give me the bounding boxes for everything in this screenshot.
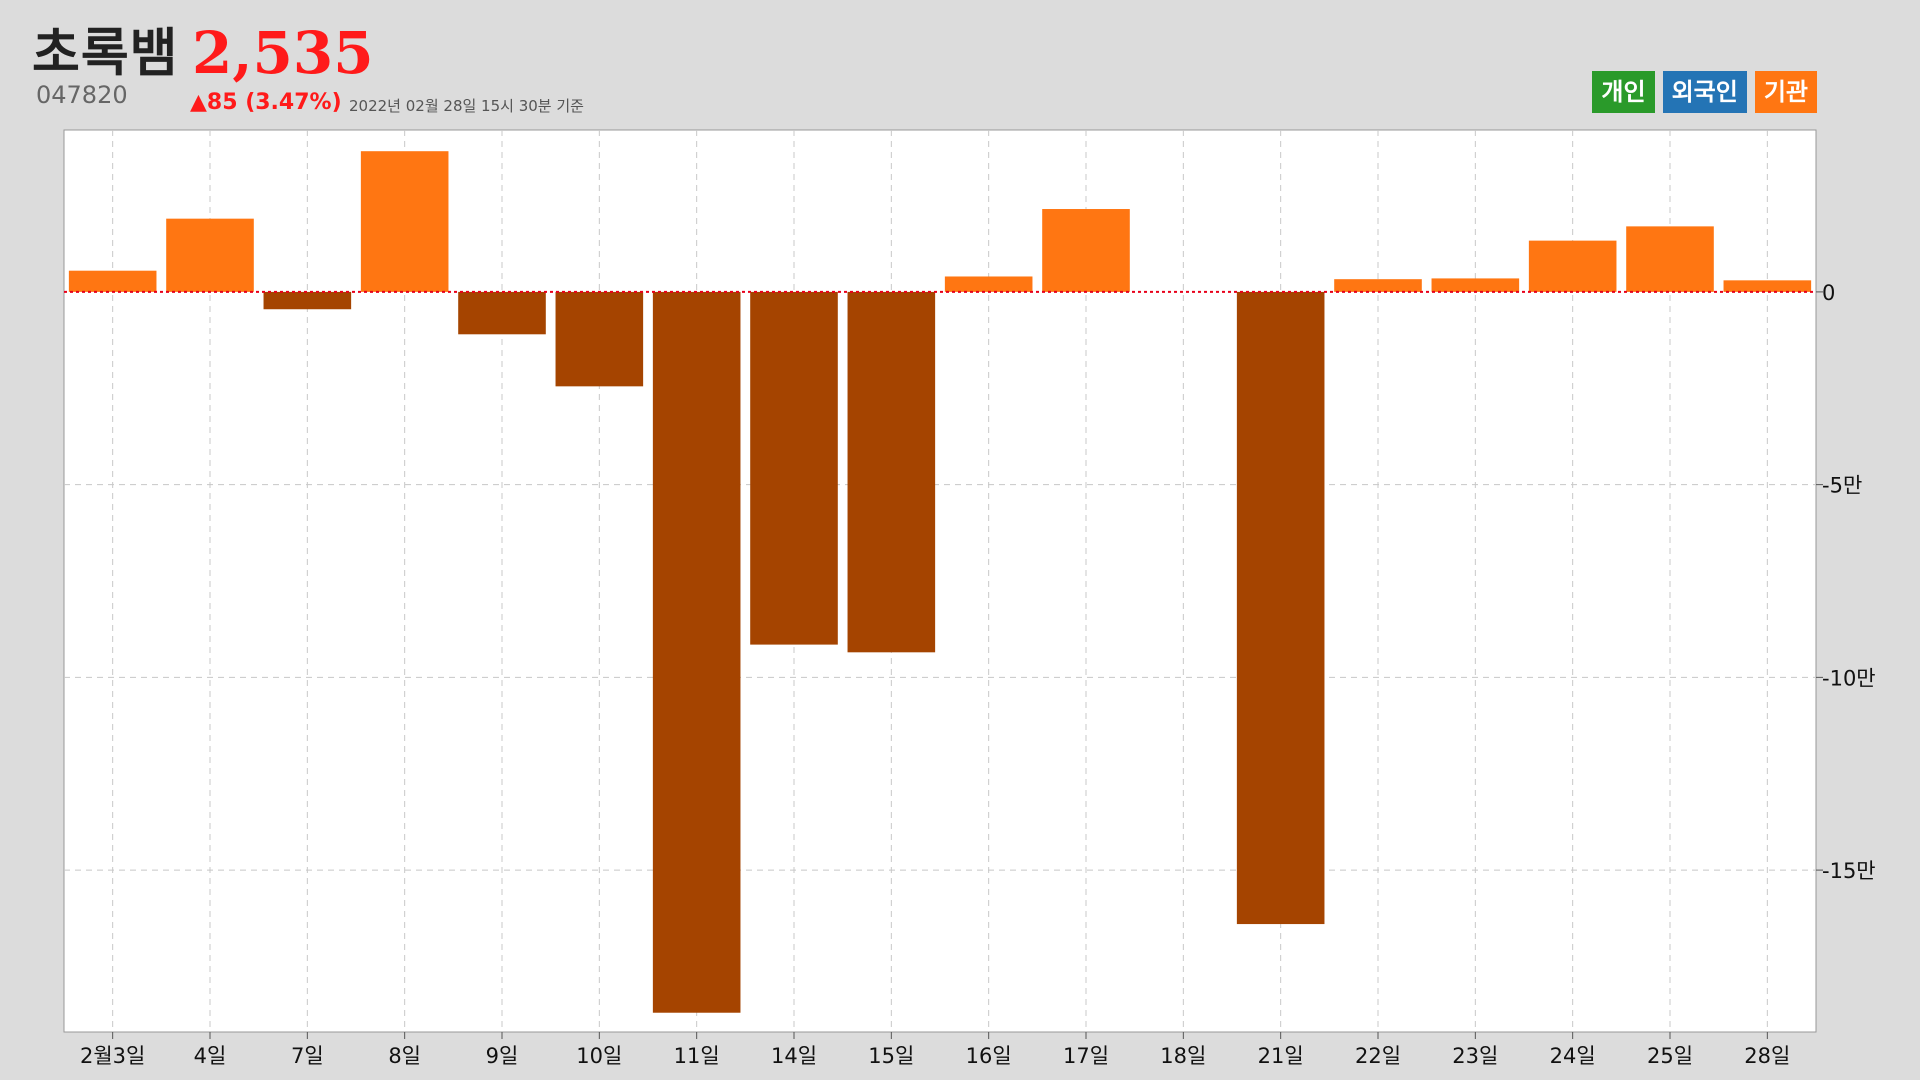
bar-23일 — [1431, 278, 1520, 292]
stock-code: 047820 — [36, 81, 128, 109]
bar-15일 — [847, 291, 936, 653]
x-tick-label: 17일 — [1063, 1044, 1109, 1068]
bar-8일 — [360, 151, 449, 292]
x-tick-label: 14일 — [771, 1044, 817, 1068]
x-tick-label: 24일 — [1550, 1044, 1596, 1068]
chart-header: 초록뱀 2,535 047820 ▲85 (3.47%) 2022년 02월 2… — [0, 0, 1920, 125]
legend-foreign[interactable]: 외국인 — [1662, 71, 1747, 113]
as-of-timestamp: 2022년 02월 28일 15시 30분 기준 — [349, 97, 584, 115]
x-tick-label: 11일 — [674, 1044, 720, 1068]
bar-24일 — [1528, 240, 1617, 292]
y-tick-label: -5만 — [1822, 474, 1862, 498]
x-tick-label: 15일 — [868, 1044, 914, 1068]
plot-area — [63, 129, 1817, 1033]
bar-16일 — [944, 276, 1033, 292]
legend: 개인 외국인 기관 — [1592, 71, 1817, 113]
bar-7일 — [263, 291, 352, 310]
x-tick-label: 22일 — [1355, 1044, 1401, 1068]
bar-4일 — [166, 218, 254, 292]
x-tick-label: 2월3일 — [80, 1044, 145, 1068]
x-tick-label: 9일 — [486, 1044, 519, 1068]
x-tick-label: 23일 — [1452, 1044, 1498, 1068]
current-price: 2,535 — [192, 19, 374, 87]
x-tick-label: 21일 — [1258, 1044, 1304, 1068]
stock-name: 초록뱀 — [32, 24, 179, 84]
bar-9일 — [458, 291, 546, 335]
y-tick-label: -15만 — [1822, 859, 1876, 883]
x-tick-label: 16일 — [966, 1044, 1012, 1068]
x-tick-label: 28일 — [1744, 1044, 1790, 1068]
bar-14일 — [750, 291, 838, 645]
bar-28일 — [1723, 280, 1812, 292]
bar-25일 — [1626, 226, 1714, 292]
x-tick-label: 18일 — [1160, 1044, 1206, 1068]
bar-10일 — [555, 291, 644, 387]
bar-21일 — [1236, 291, 1325, 925]
x-tick-label: 8일 — [388, 1044, 421, 1068]
bar-22일 — [1334, 279, 1422, 292]
legend-individual[interactable]: 개인 — [1592, 71, 1655, 113]
bar-11일 — [652, 291, 741, 1013]
bar-17일 — [1042, 209, 1130, 292]
x-tick-label: 25일 — [1647, 1044, 1693, 1068]
bar-2월3일 — [68, 270, 157, 292]
x-tick-label: 4일 — [194, 1044, 227, 1068]
price-change: ▲85 (3.47%) — [190, 90, 342, 115]
y-tick-label: -10만 — [1822, 666, 1876, 690]
legend-institution[interactable]: 기관 — [1754, 71, 1817, 113]
x-tick-label: 10일 — [576, 1044, 622, 1068]
y-tick-label: 0 — [1822, 281, 1835, 305]
x-tick-label: 7일 — [291, 1044, 324, 1068]
